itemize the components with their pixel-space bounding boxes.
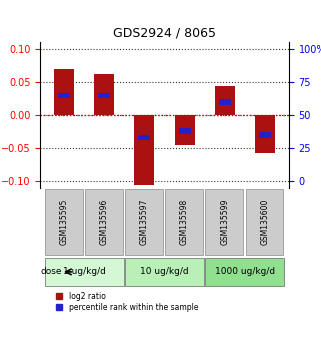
Bar (134, 115, 154, 184)
Text: GSM135596: GSM135596 (100, 199, 109, 245)
Text: 10 ug/kg/d: 10 ug/kg/d (140, 267, 189, 276)
FancyBboxPatch shape (125, 189, 163, 255)
Text: GSM135600: GSM135600 (260, 199, 269, 245)
Bar (219, 99, 231, 104)
Bar (58, 93, 70, 98)
Bar (178, 129, 191, 134)
Bar (255, 115, 275, 153)
Bar (54, 69, 74, 115)
FancyBboxPatch shape (85, 189, 123, 255)
Text: GSM135599: GSM135599 (220, 199, 229, 245)
FancyBboxPatch shape (165, 189, 203, 255)
Bar (175, 115, 195, 145)
FancyBboxPatch shape (125, 258, 204, 286)
Text: 1 ug/kg/d: 1 ug/kg/d (63, 267, 106, 276)
Bar (98, 93, 110, 98)
FancyBboxPatch shape (45, 258, 124, 286)
Text: GSM135598: GSM135598 (180, 199, 189, 245)
Text: GSM135595: GSM135595 (60, 199, 69, 245)
Text: dose: dose (41, 267, 62, 276)
FancyBboxPatch shape (45, 189, 83, 255)
Text: GSM135597: GSM135597 (140, 199, 149, 245)
Legend: log2 ratio, percentile rank within the sample: log2 ratio, percentile rank within the s… (56, 292, 198, 312)
FancyBboxPatch shape (246, 189, 283, 255)
FancyBboxPatch shape (205, 258, 284, 286)
Bar (215, 86, 235, 115)
Title: GDS2924 / 8065: GDS2924 / 8065 (113, 27, 216, 40)
Bar (259, 132, 271, 138)
FancyBboxPatch shape (205, 189, 243, 255)
Text: 1000 ug/kg/d: 1000 ug/kg/d (215, 267, 275, 276)
Bar (138, 135, 151, 140)
Bar (94, 74, 114, 115)
